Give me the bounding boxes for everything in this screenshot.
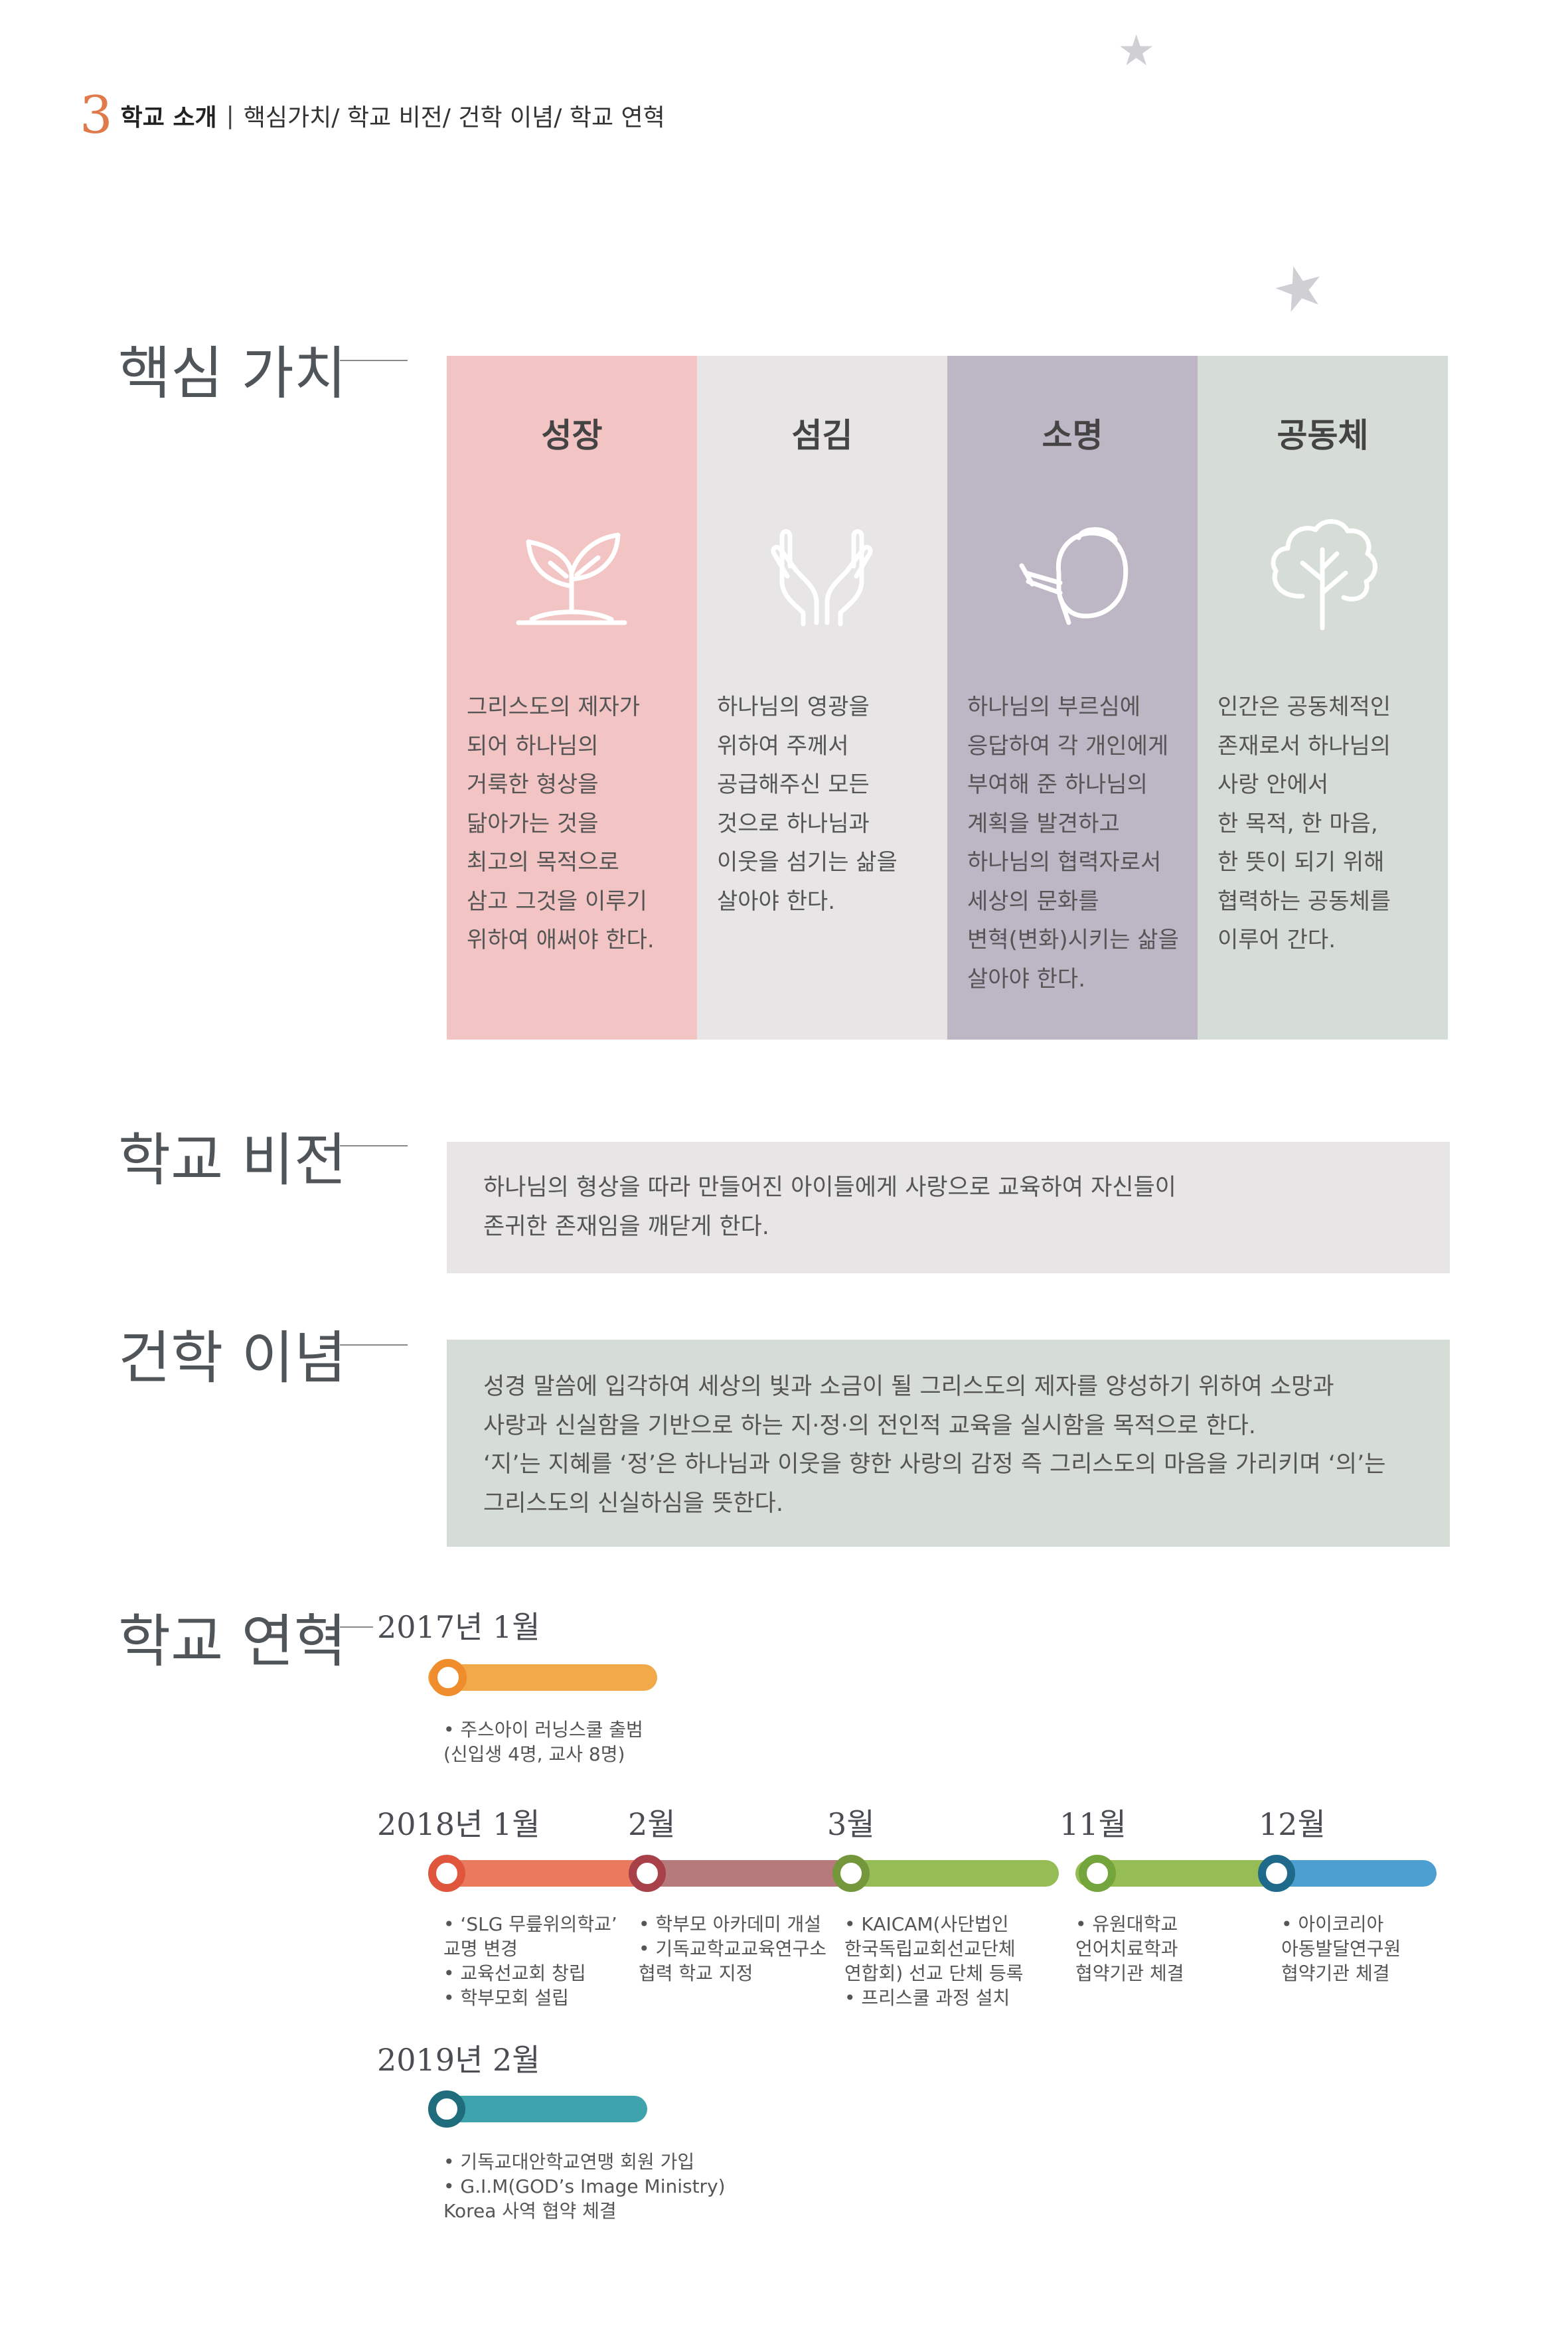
timeline-event-text: • 학부모 아카데미 개설 • 기독교학교교육연구소 협력 학교 지정	[639, 1913, 827, 1984]
core-value-growth: 성장 그리스도의 제자가 되어 하나님의 거룩한 형상을 닮아가는 것을 최고의…	[447, 356, 697, 1040]
philosophy-heading: 건학 이념	[118, 1325, 347, 1391]
core-value-serve: 섬김 하나님의 영광을 위하여 주께서 공급해주신 모든 것으로 하나님과 이웃…	[697, 356, 947, 1040]
timeline-date: 2018년 1월	[377, 1806, 540, 1842]
timeline-dot	[1258, 1855, 1295, 1892]
heading-rule	[340, 1626, 373, 1628]
core-values-heading: 핵심 가치	[118, 341, 347, 407]
star-icon: ★	[1264, 248, 1334, 329]
timeline-date: 2017년 1월	[377, 1609, 540, 1645]
core-value-title: 성장	[541, 416, 603, 455]
core-value-title: 소명	[1042, 416, 1103, 455]
timeline-event-text: • 기독교대안학교연맹 회원 가입 • G.I.M(GOD’s Image Mi…	[443, 2151, 726, 2222]
vision-heading: 학교 비전	[118, 1127, 347, 1194]
vision-box: 하나님의 형상을 따라 만들어진 아이들에게 사랑으로 교육하여 자신들이 존귀…	[447, 1142, 1450, 1273]
timeline-date: 2019년 2월	[377, 2042, 540, 2078]
page-header: 3 학교 소개 | 핵심가치/ 학교 비전/ 건학 이념/ 학교 연혁	[80, 90, 665, 141]
sprout-icon	[516, 532, 627, 625]
star-icon: ★	[1117, 27, 1156, 76]
timeline-dot	[832, 1855, 870, 1892]
timeline-date: 12월	[1259, 1806, 1326, 1842]
timeline-date: 2월	[628, 1806, 676, 1842]
timeline-event-text: • 유원대학교 언어치료학과 협약기관 체결	[1075, 1913, 1184, 1984]
chapter-title: 학교 소개	[120, 104, 217, 131]
timeline-bar	[1268, 1860, 1437, 1887]
open-hands-icon	[771, 529, 873, 627]
core-value-calling: 소명 하나님의 부르심에 응답하여 각 개인에게 부여해 준 하나님의 계획을 …	[947, 356, 1198, 1040]
timeline-dot	[629, 1855, 666, 1892]
timeline-dot	[428, 1855, 465, 1892]
tree-icon	[1271, 519, 1377, 631]
core-value-title: 공동체	[1277, 416, 1369, 455]
timeline-dot	[430, 1659, 467, 1696]
header-separator: |	[226, 102, 234, 129]
watering-can-icon	[1019, 527, 1129, 625]
core-value-text: 그리스도의 제자가 되어 하나님의 거룩한 형상을 닮아가는 것을 최고의 목적…	[467, 694, 655, 953]
chapter-number: 3	[80, 86, 113, 145]
timeline-event-text: • KAICAM(사단법인 한국독립교회선교단체 연합회) 선교 단체 등록 •…	[844, 1913, 1024, 2009]
timeline-event-text: • 아이코리아 아동발달연구원 협약기관 체결	[1281, 1913, 1401, 1984]
core-value-title: 섬김	[791, 416, 853, 455]
timeline-date: 11월	[1059, 1806, 1127, 1842]
core-value-community: 공동체 인간은 공동체적인 존재로서 하나님의 사랑 안에서 한 목적, 한 마…	[1198, 356, 1448, 1040]
philosophy-text: 성경 말씀에 입각하여 세상의 빛과 소금이 될 그리스도의 제자를 양성하기 …	[483, 1373, 1386, 1517]
timeline-bar	[634, 1860, 853, 1887]
core-value-text: 하나님의 부르심에 응답하여 각 개인에게 부여해 준 하나님의 계획을 발견하…	[967, 694, 1179, 992]
timeline-event-text: • ‘SLG 무릎위의학교’ 교명 변경 • 교육선교회 창립 • 학부모회 설…	[443, 1913, 617, 2009]
heading-rule	[340, 1145, 408, 1146]
chapter-subtitle: 핵심가치/ 학교 비전/ 건학 이념/ 학교 연혁	[243, 104, 665, 131]
timeline-date: 3월	[827, 1806, 875, 1842]
history-heading: 학교 연혁	[118, 1608, 347, 1675]
timeline-dot	[1079, 1855, 1116, 1892]
timeline-event-text: • 주스아이 러닝스쿨 출범 (신입생 4명, 교사 8명)	[443, 1719, 643, 1765]
heading-rule	[340, 360, 408, 361]
vision-text: 하나님의 형상을 따라 만들어진 아이들에게 사랑으로 교육하여 자신들이 존귀…	[483, 1174, 1176, 1240]
philosophy-box: 성경 말씀에 입각하여 세상의 빛과 소금이 될 그리스도의 제자를 양성하기 …	[447, 1340, 1450, 1547]
timeline-bar	[840, 1860, 1059, 1887]
core-value-text: 인간은 공동체적인 존재로서 하나님의 사랑 안에서 한 목적, 한 마음, 한…	[1217, 694, 1391, 953]
core-value-text: 하나님의 영광을 위하여 주께서 공급해주신 모든 것으로 하나님과 이웃을 섬…	[717, 694, 898, 915]
heading-rule	[340, 1344, 408, 1346]
timeline-dot	[428, 2090, 465, 2128]
